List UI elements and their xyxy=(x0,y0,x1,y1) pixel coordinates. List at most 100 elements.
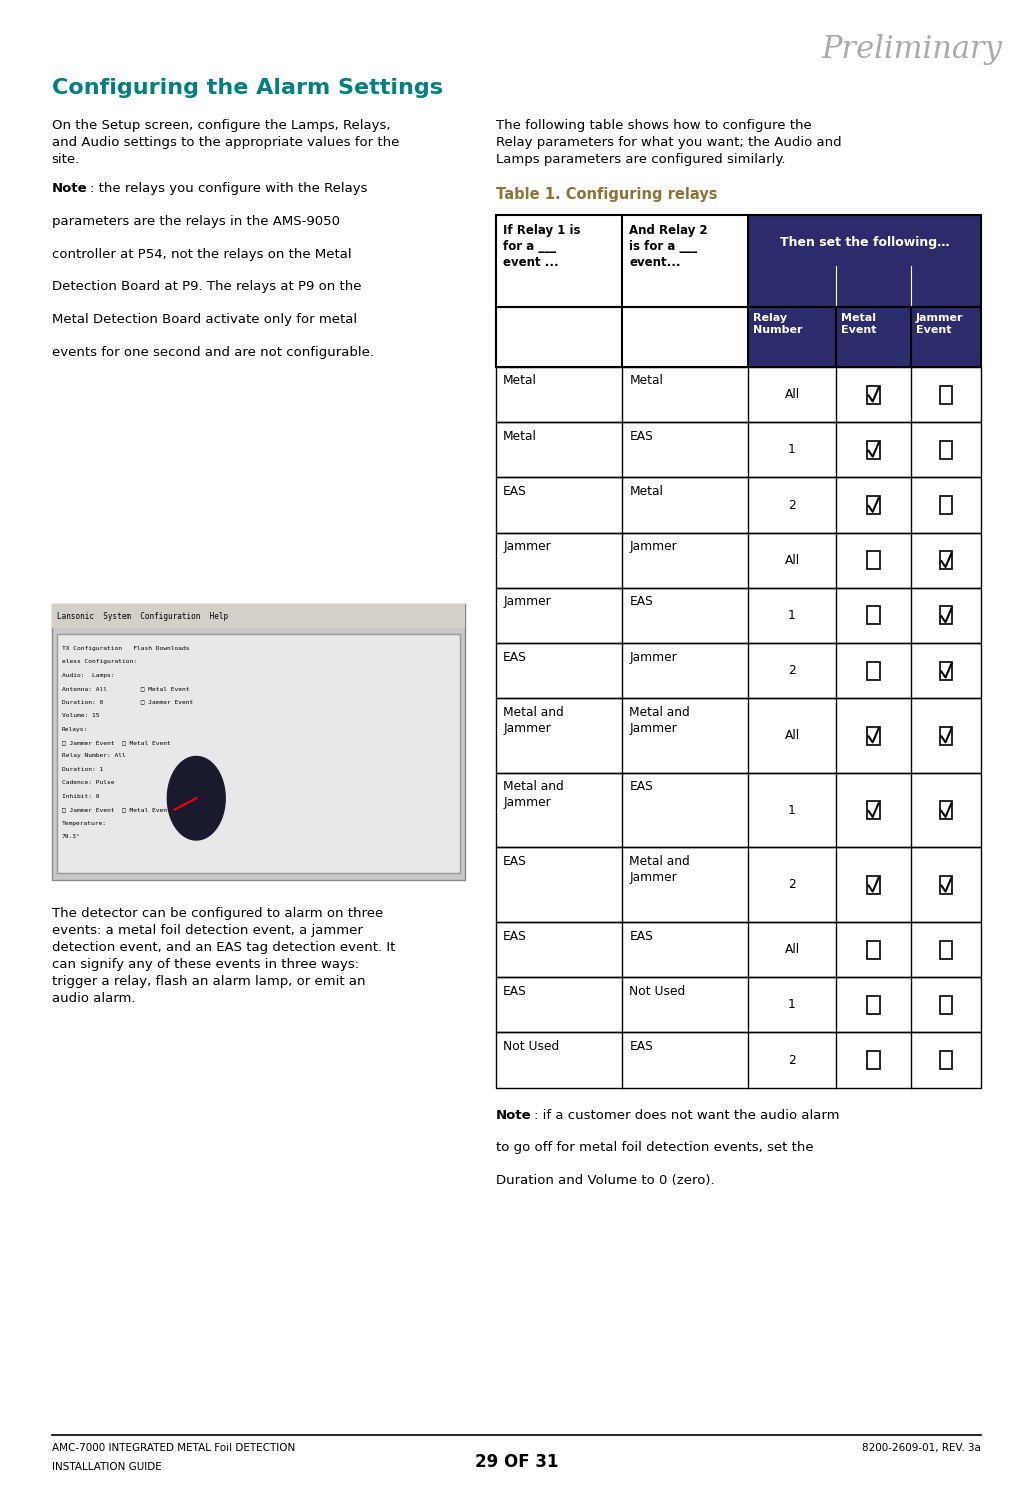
Text: Jammer: Jammer xyxy=(629,540,677,554)
Bar xyxy=(496,307,748,367)
Text: controller at P54, not the relays on the Metal: controller at P54, not the relays on the… xyxy=(52,248,351,261)
Text: EAS: EAS xyxy=(629,780,653,794)
Bar xyxy=(57,634,460,873)
Bar xyxy=(496,977,981,1032)
Text: events for one second and are not configurable.: events for one second and are not config… xyxy=(52,346,374,360)
Text: 1: 1 xyxy=(788,998,795,1012)
Bar xyxy=(496,477,981,533)
Bar xyxy=(496,533,981,588)
Bar xyxy=(940,442,952,460)
Bar xyxy=(496,1032,981,1088)
Text: □ Jammer Event  □ Metal Event: □ Jammer Event □ Metal Event xyxy=(62,740,170,745)
Text: Metal
Event: Metal Event xyxy=(841,313,876,334)
Bar xyxy=(496,588,981,643)
Bar xyxy=(940,876,952,894)
Text: □ Jammer Event  □ Metal Event: □ Jammer Event □ Metal Event xyxy=(62,807,170,812)
Text: Preliminary: Preliminary xyxy=(821,34,1002,66)
Bar xyxy=(867,495,879,513)
Text: All: All xyxy=(784,388,800,401)
Bar xyxy=(867,552,879,570)
Text: EAS: EAS xyxy=(629,595,653,609)
Text: Metal and
Jammer: Metal and Jammer xyxy=(629,706,690,734)
Bar xyxy=(496,773,981,847)
Text: Jammer: Jammer xyxy=(503,540,551,554)
Text: Relays:: Relays: xyxy=(62,727,88,731)
Bar xyxy=(867,607,879,625)
Bar xyxy=(496,367,981,422)
Text: EAS: EAS xyxy=(503,855,527,868)
Text: TX Configuration   Flash Downloads: TX Configuration Flash Downloads xyxy=(62,646,189,651)
Bar xyxy=(496,422,981,477)
Text: Audio:  Lamps:: Audio: Lamps: xyxy=(62,673,115,677)
Text: Jammer
Event: Jammer Event xyxy=(916,313,964,334)
Text: On the Setup screen, configure the Lamps, Relays,
and Audio settings to the appr: On the Setup screen, configure the Lamps… xyxy=(52,119,399,167)
Text: Cadence: Pulse: Cadence: Pulse xyxy=(62,780,115,785)
Text: Table 1. Configuring relays: Table 1. Configuring relays xyxy=(496,186,717,201)
Text: AMC-7000 INTEGRATED METAL Foil DETECTION: AMC-7000 INTEGRATED METAL Foil DETECTION xyxy=(52,1443,294,1453)
Bar xyxy=(496,698,981,773)
Text: 79.3°: 79.3° xyxy=(62,834,81,839)
Text: Note: Note xyxy=(496,1109,531,1122)
Text: EAS: EAS xyxy=(629,430,653,443)
Bar xyxy=(496,922,981,977)
Text: 2: 2 xyxy=(788,1053,795,1067)
Bar xyxy=(867,1052,879,1070)
Bar xyxy=(940,941,952,959)
Text: Lansonic  System  Configuration  Help: Lansonic System Configuration Help xyxy=(57,612,228,621)
Bar xyxy=(52,604,465,880)
Text: Metal: Metal xyxy=(629,374,663,388)
Text: The following table shows how to configure the
Relay parameters for what you wan: The following table shows how to configu… xyxy=(496,119,842,167)
Text: Detection Board at P9. The relays at P9 on the: Detection Board at P9. The relays at P9 … xyxy=(52,280,362,294)
Bar xyxy=(940,607,952,625)
Bar xyxy=(496,533,981,588)
Bar xyxy=(496,1032,981,1088)
Text: Temperature:: Temperature: xyxy=(62,821,107,825)
Text: Relay
Number: Relay Number xyxy=(753,313,803,334)
Text: eless Configuration:: eless Configuration: xyxy=(62,659,137,664)
Text: : if a customer does not want the audio alarm: : if a customer does not want the audio … xyxy=(534,1109,840,1122)
Bar xyxy=(940,727,952,745)
Text: All: All xyxy=(784,730,800,742)
Bar xyxy=(748,307,981,367)
Text: INSTALLATION GUIDE: INSTALLATION GUIDE xyxy=(52,1462,161,1473)
Bar xyxy=(867,442,879,460)
Text: Then set the following…: Then set the following… xyxy=(780,236,949,249)
Bar xyxy=(496,215,981,307)
Text: Metal: Metal xyxy=(629,485,663,498)
Bar xyxy=(496,922,981,977)
Bar xyxy=(867,662,879,680)
Text: Not Used: Not Used xyxy=(503,1040,559,1053)
Bar xyxy=(940,552,952,570)
Bar xyxy=(496,307,981,367)
Text: Not Used: Not Used xyxy=(629,985,686,998)
Text: : the relays you configure with the Relays: : the relays you configure with the Rela… xyxy=(90,182,368,195)
Bar xyxy=(496,773,981,847)
Bar xyxy=(867,801,879,819)
Bar xyxy=(496,588,981,643)
Bar xyxy=(496,847,981,922)
Text: 2: 2 xyxy=(788,498,795,512)
Text: EAS: EAS xyxy=(503,985,527,998)
Bar xyxy=(940,662,952,680)
Bar xyxy=(496,215,748,307)
Text: 8200-2609-01, REV. 3a: 8200-2609-01, REV. 3a xyxy=(863,1443,981,1453)
Text: Metal: Metal xyxy=(503,430,537,443)
Bar xyxy=(940,997,952,1015)
Bar xyxy=(496,977,981,1032)
Text: The detector can be configured to alarm on three
events: a metal foil detection : The detector can be configured to alarm … xyxy=(52,907,395,1006)
Text: Relay Number: All: Relay Number: All xyxy=(62,753,126,758)
Text: Configuring the Alarm Settings: Configuring the Alarm Settings xyxy=(52,78,443,97)
Text: And Relay 2
is for a ___
event...: And Relay 2 is for a ___ event... xyxy=(629,224,708,269)
Bar xyxy=(940,495,952,513)
Text: 1: 1 xyxy=(788,443,795,457)
Bar xyxy=(867,876,879,894)
Text: 29 OF 31: 29 OF 31 xyxy=(475,1453,558,1471)
Bar xyxy=(867,727,879,745)
Bar xyxy=(496,643,981,698)
Text: Note: Note xyxy=(52,182,87,195)
Text: 1: 1 xyxy=(788,804,795,816)
Text: parameters are the relays in the AMS-9050: parameters are the relays in the AMS-905… xyxy=(52,215,340,228)
Text: 2: 2 xyxy=(788,879,795,891)
Bar xyxy=(496,422,981,477)
Text: Jammer: Jammer xyxy=(503,595,551,609)
